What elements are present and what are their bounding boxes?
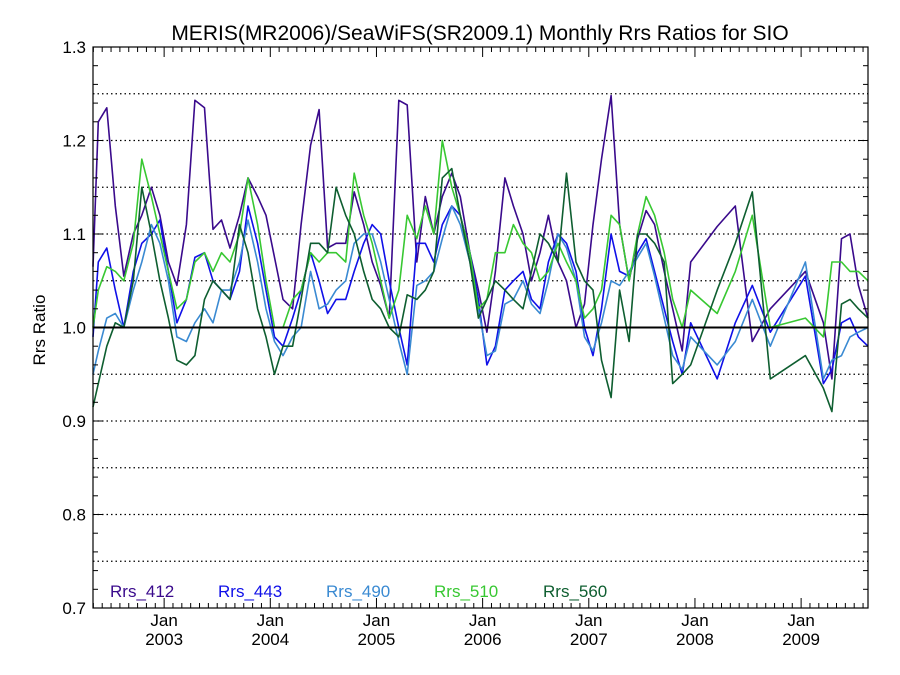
y-tick-label: 1.0 — [62, 319, 86, 338]
x-tick-label-year: 2007 — [570, 630, 608, 649]
x-tick-label-year: 2005 — [358, 630, 396, 649]
y-tick-label: 0.7 — [62, 599, 86, 618]
x-tick-label-month: Jan — [575, 611, 602, 630]
x-tick-label-month: Jan — [469, 611, 496, 630]
y-tick-label: 1.2 — [62, 132, 86, 151]
y-tick-label: 0.8 — [62, 506, 86, 525]
legend-entry-rrs-443: Rrs_443 — [218, 582, 282, 601]
series-lines — [92, 94, 869, 413]
x-tick-label-year: 2009 — [782, 630, 820, 649]
x-tick-label-year: 2008 — [676, 630, 714, 649]
x-tick-label-month: Jan — [257, 611, 284, 630]
axes: 0.70.80.91.01.11.21.3Jan2003Jan2004Jan20… — [62, 38, 869, 649]
series-line-rrs-443 — [92, 205, 869, 385]
x-tick-label-month: Jan — [787, 611, 814, 630]
chart-title: MERIS(MR2006)/SeaWiFS(SR2009.1) Monthly … — [171, 22, 788, 45]
y-tick-label: 0.9 — [62, 412, 86, 431]
series-line-rrs-412 — [92, 94, 869, 380]
legend: Rrs_412 Rrs_443 Rrs_490 Rrs_510 Rrs_560 — [110, 582, 607, 601]
grid — [93, 93, 868, 562]
y-axis-label: Rrs Ratio — [30, 295, 49, 366]
series-line-rrs-510 — [92, 139, 869, 338]
legend-entry-rrs-490: Rrs_490 — [326, 582, 390, 601]
x-tick-label-month: Jan — [363, 611, 390, 630]
x-tick-label-month: Jan — [150, 611, 177, 630]
legend-entry-rrs-560: Rrs_560 — [543, 582, 607, 601]
legend-entry-rrs-510: Rrs_510 — [434, 582, 498, 601]
legend-entry-rrs-412: Rrs_412 — [110, 582, 174, 601]
x-tick-label-year: 2006 — [464, 630, 502, 649]
series-line-rrs-560 — [92, 167, 869, 413]
y-tick-label: 1.3 — [62, 38, 86, 57]
series-line-rrs-490 — [92, 205, 869, 380]
y-tick-label: 1.1 — [62, 225, 86, 244]
x-tick-label-year: 2003 — [145, 630, 183, 649]
x-tick-label-month: Jan — [681, 611, 708, 630]
x-tick-label-year: 2004 — [251, 630, 289, 649]
